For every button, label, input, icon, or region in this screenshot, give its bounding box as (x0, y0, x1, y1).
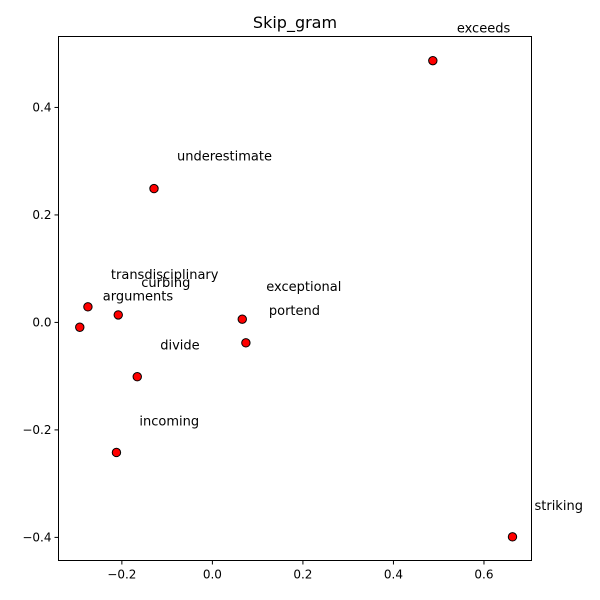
y-tick-label: −0.2 (22, 423, 51, 437)
data-point (132, 371, 142, 382)
x-tick-label: 0.4 (384, 568, 403, 582)
data-point (428, 55, 438, 66)
data-point (75, 322, 85, 332)
point-label: incoming (139, 414, 199, 429)
x-tick-label: 0.0 (203, 568, 222, 582)
point-label: striking (534, 499, 582, 514)
y-tick-label: −0.4 (22, 530, 51, 544)
data-point (237, 314, 247, 324)
y-tick-label: 0.2 (32, 208, 51, 222)
point-label: portend (269, 304, 320, 319)
chart-title: Skip_gram (253, 13, 337, 33)
data-point (149, 183, 159, 194)
point-label: divide (160, 339, 199, 354)
y-tick-label: 0.4 (32, 100, 51, 114)
y-tick-label: 0.0 (32, 315, 51, 329)
point-label: exceptional (266, 280, 341, 295)
data-point (111, 447, 122, 458)
x-tick-label: −0.2 (107, 568, 136, 582)
point-label: exceeds (457, 22, 511, 37)
x-axis: −0.2 0.0 0.2 0.4 0.6 (107, 560, 494, 582)
data-point (113, 310, 123, 320)
data-point (241, 338, 251, 348)
y-axis: −0.4 −0.2 0.0 0.2 0.4 (22, 100, 59, 544)
x-tick-label: 0.6 (474, 568, 493, 582)
plot-frame (58, 36, 532, 561)
points-layer (75, 55, 518, 542)
point-label: transdisciplinary (111, 268, 219, 283)
point-label: arguments (103, 289, 174, 304)
point-label: underestimate (177, 150, 272, 165)
labels-layer: exceeds underestimate transdisciplinarycur… (103, 22, 583, 514)
point-label: curbing (141, 276, 190, 291)
x-tick-label: 0.2 (293, 568, 312, 582)
data-point (507, 532, 518, 542)
data-point (83, 302, 93, 312)
